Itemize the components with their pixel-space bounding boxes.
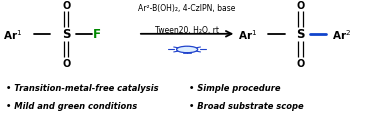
Text: Ar²-B(OH)₂, 4-CzIPN, base: Ar²-B(OH)₂, 4-CzIPN, base <box>138 4 236 13</box>
Text: • Mild and green conditions: • Mild and green conditions <box>6 101 137 110</box>
Text: S: S <box>296 28 305 41</box>
Text: O: O <box>62 58 70 68</box>
FancyBboxPatch shape <box>183 52 191 54</box>
Circle shape <box>177 47 198 53</box>
Text: • Simple procedure: • Simple procedure <box>189 83 280 92</box>
Text: Ar$^1$: Ar$^1$ <box>238 28 257 41</box>
Text: • Transition-metal-free catalysis: • Transition-metal-free catalysis <box>6 83 158 92</box>
Text: Ar$^2$: Ar$^2$ <box>332 28 351 41</box>
Text: Tween20, H₂O, rt: Tween20, H₂O, rt <box>155 26 219 35</box>
Text: Ar$^1$: Ar$^1$ <box>3 28 23 41</box>
Text: O: O <box>296 58 305 68</box>
Text: S: S <box>62 28 70 41</box>
Text: O: O <box>62 1 70 11</box>
Text: O: O <box>296 1 305 11</box>
Text: • Broad substrate scope: • Broad substrate scope <box>189 101 304 110</box>
Text: F: F <box>93 28 101 41</box>
